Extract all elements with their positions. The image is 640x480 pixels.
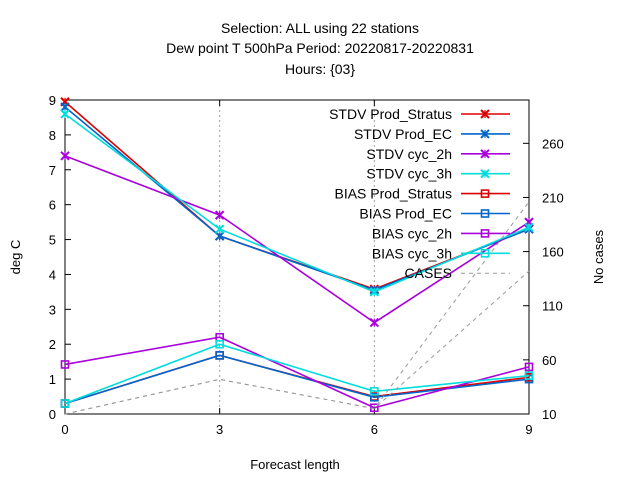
plot-frame xyxy=(64,99,530,415)
data-point xyxy=(60,399,70,408)
y-tick-label: 8 xyxy=(49,128,56,143)
x-tick-label: 0 xyxy=(61,422,68,437)
data-point xyxy=(215,351,224,360)
y2-tick-label: 210 xyxy=(542,190,564,205)
legend-label: BIAS Prod_EC xyxy=(359,206,452,222)
data-point xyxy=(370,387,379,396)
data-point xyxy=(214,231,225,241)
legend-label: STDV Prod_Stratus xyxy=(329,106,452,122)
x-tick-label: 9 xyxy=(525,422,532,437)
y-tick-label: 5 xyxy=(49,233,56,248)
chart-title-line-2: Dew point T 500hPa Period: 20220817-2022… xyxy=(166,40,474,56)
y-tick-label: 4 xyxy=(49,267,56,282)
legend-marker xyxy=(480,229,490,238)
legend-marker xyxy=(480,209,490,218)
legend-marker xyxy=(480,249,490,258)
y-tick-label: 2 xyxy=(49,337,56,352)
data-point xyxy=(524,222,534,233)
legend-marker xyxy=(480,189,490,198)
y-tick-label: 1 xyxy=(49,372,56,387)
y2-axis-label: No cases xyxy=(591,229,606,284)
data-point xyxy=(60,102,70,112)
y-tick-label: 7 xyxy=(49,163,56,178)
data-point xyxy=(369,287,380,297)
chart-title-line-3: Hours: {03} xyxy=(284,61,356,77)
series-line xyxy=(64,354,530,405)
y-tick-label: 9 xyxy=(49,93,56,108)
series-line xyxy=(64,336,530,409)
y2-tick-label: 10 xyxy=(542,407,556,422)
legend: STDV Prod_Stratus STDV Prod_EC STDV cyc_2h… xyxy=(329,106,510,281)
data-point xyxy=(214,224,225,234)
x-tick-label: 3 xyxy=(216,422,223,437)
x-axis-label: Forecast length xyxy=(250,457,340,472)
legend-label: BIAS Prod_Stratus xyxy=(334,186,452,202)
legend-label: BIAS cyc_2h xyxy=(372,225,452,241)
legend-marker xyxy=(480,168,490,179)
y2-tick-label: 60 xyxy=(542,353,556,368)
data-point xyxy=(524,371,534,380)
legend-marker xyxy=(480,109,490,119)
data-point xyxy=(370,392,379,402)
legend-label: STDV cyc_3h xyxy=(366,166,452,182)
data-point xyxy=(214,210,225,220)
y2-tick-label: 260 xyxy=(542,136,564,151)
legend-label: STDV cyc_2h xyxy=(366,146,452,162)
y-tick-label: 6 xyxy=(49,198,56,213)
legend-label: CASES xyxy=(405,265,452,281)
series-line xyxy=(64,113,530,293)
data-point xyxy=(369,317,380,328)
y-axis-label: deg C xyxy=(8,240,23,275)
data-point xyxy=(60,360,70,369)
y2-tick-label: 160 xyxy=(542,245,564,260)
x-tick-label: 6 xyxy=(371,422,378,437)
series-line xyxy=(64,270,530,415)
legend-marker xyxy=(480,129,490,139)
legend-marker xyxy=(480,149,490,159)
data-point xyxy=(60,151,70,161)
data-point xyxy=(524,362,534,372)
grid-lines xyxy=(219,100,375,414)
series-line xyxy=(64,354,530,405)
series-line xyxy=(64,106,530,291)
legend-label: STDV Prod_EC xyxy=(354,126,452,142)
series-group xyxy=(60,97,534,415)
y-tick-label: 3 xyxy=(49,302,56,317)
y-tick-label: 0 xyxy=(49,407,56,422)
series-line xyxy=(64,155,530,324)
axis-ticks: 0 3 6 9 0 1 2 3 4 5 6 7 8 9 10 60 110 160 210 260 xyxy=(49,93,564,437)
legend-label: BIAS cyc_3h xyxy=(372,245,452,261)
data-point xyxy=(215,339,224,349)
data-point xyxy=(60,109,70,119)
y2-tick-label: 110 xyxy=(542,299,563,314)
series-line xyxy=(64,343,530,405)
chart-title-line-1: Selection: ALL using 22 stations xyxy=(221,20,419,36)
